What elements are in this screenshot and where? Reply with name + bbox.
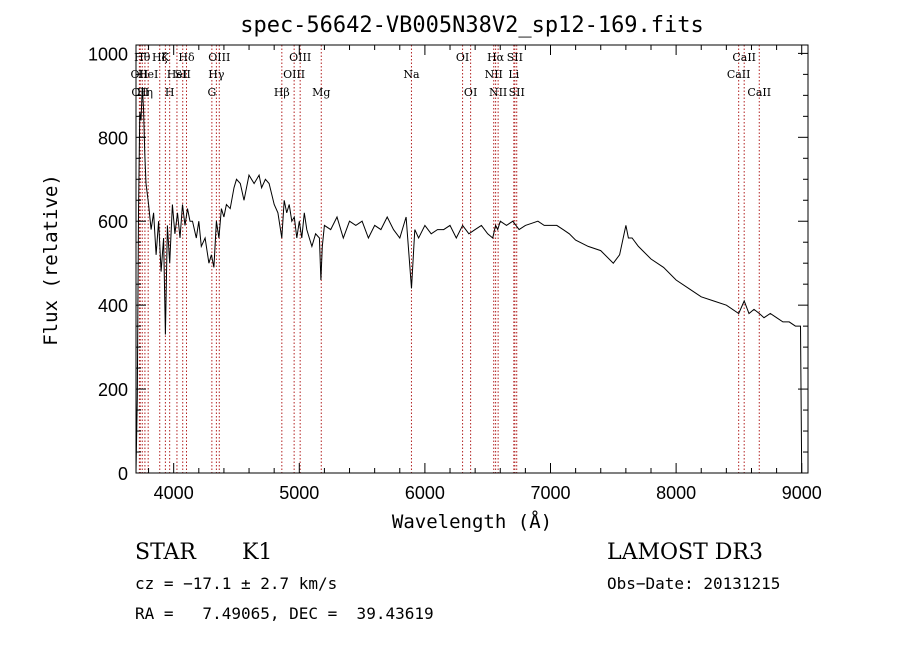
spectral-line-label: NII bbox=[489, 86, 507, 99]
x-axis-label: Wavelength (Å) bbox=[392, 510, 552, 533]
spectral-line-label: CaII bbox=[727, 68, 751, 81]
spectral-line-label: OIII bbox=[289, 51, 311, 64]
spectral-line-label: CaII bbox=[732, 51, 756, 64]
survey-name: LAMOST DR3 bbox=[607, 540, 763, 565]
spectral-line-label: Mg bbox=[312, 86, 330, 99]
x-tick-label: 8000 bbox=[656, 483, 696, 503]
spectral-line-label: OI bbox=[456, 51, 469, 64]
spectral-line-label: OIII bbox=[283, 68, 305, 81]
y-tick-label: 200 bbox=[98, 380, 128, 400]
spectral-line-label: Hβ bbox=[274, 86, 290, 99]
spectral-line-markers bbox=[138, 45, 760, 473]
spectral-line-label: Hγ bbox=[208, 68, 225, 81]
y-tick-label: 0 bbox=[118, 464, 128, 484]
spectral-line-label: OIII bbox=[208, 51, 230, 64]
spectral-line-label: SII bbox=[175, 68, 191, 81]
spectral-line-label: OI bbox=[464, 86, 477, 99]
y-tick-label: 400 bbox=[98, 296, 128, 316]
x-tick-label: 5000 bbox=[279, 483, 319, 503]
spectral-line-label: Hη bbox=[137, 86, 153, 99]
spectral-line-label: Hζ bbox=[152, 51, 168, 64]
redshift-velocity: cz = −17.1 ± 2.7 km/s bbox=[135, 574, 338, 593]
y-tick-label: 1000 bbox=[88, 44, 128, 64]
spectral-line-label: HeI bbox=[138, 68, 158, 81]
y-axis: 0 200 400 600 800 1000 bbox=[88, 44, 808, 484]
spectral-line-label: CaII bbox=[747, 86, 771, 99]
spectral-line-label: K bbox=[161, 51, 170, 64]
chart-title: spec-56642-VB005N38V2_sp12-169.fits bbox=[240, 13, 704, 38]
spectral-line-label: Hα bbox=[487, 51, 505, 64]
spectral-line-labels: OIIOIIHθHηHeIHζKHHeISIIHδGHγOIIIHβOIIIOI… bbox=[131, 51, 772, 99]
observation-date: Obs−Date: 20131215 bbox=[607, 574, 781, 593]
x-tick-label: 6000 bbox=[405, 483, 445, 503]
spectrum-series-line bbox=[135, 86, 803, 474]
spectral-line-label: SII bbox=[507, 51, 523, 64]
x-tick-label: 9000 bbox=[782, 483, 822, 503]
spectral-line-label: NII bbox=[485, 68, 503, 81]
y-tick-label: 600 bbox=[98, 212, 128, 232]
y-tick-label: 800 bbox=[98, 128, 128, 148]
ra-dec-coordinates: RA = 7.49065, DEC = 39.43619 bbox=[135, 604, 434, 623]
spectral-line-label: G bbox=[207, 86, 216, 99]
y-axis-label: Flux (relative) bbox=[40, 174, 62, 346]
spectral-line-label: HeI bbox=[167, 68, 187, 81]
object-class: STAR bbox=[135, 540, 196, 565]
spectral-line-label: H bbox=[165, 86, 175, 99]
object-subclass: K1 bbox=[242, 540, 273, 565]
x-axis: 4000 5000 6000 7000 8000 9000 bbox=[148, 45, 822, 503]
x-tick-label: 4000 bbox=[154, 483, 194, 503]
spectral-line-label: Na bbox=[403, 68, 420, 81]
spectral-line-label: Hδ bbox=[178, 51, 195, 64]
plot-frame bbox=[135, 44, 809, 474]
spectral-line-label: Li bbox=[508, 68, 519, 81]
spectral-line-label: Hθ bbox=[134, 51, 151, 64]
x-tick-label: 7000 bbox=[530, 483, 570, 503]
spectral-line-label: SII bbox=[509, 86, 525, 99]
